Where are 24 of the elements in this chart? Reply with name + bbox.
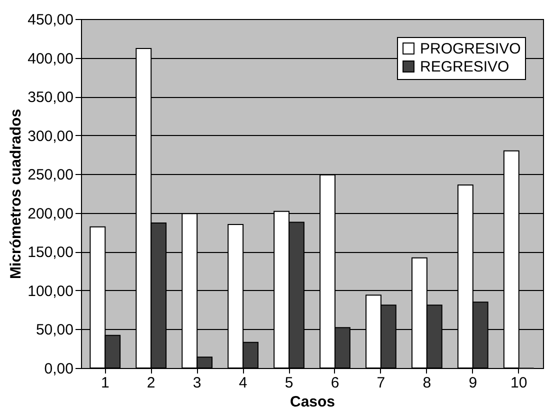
x-tick-label: 3 (192, 374, 202, 392)
y-tick-label: 450,00 (28, 12, 74, 28)
y-tick-label: 400,00 (28, 50, 74, 68)
y-tick-label: 0,00 (44, 360, 74, 378)
y-tick-label: 300,00 (28, 128, 74, 145)
x-tick-label: 10 (510, 374, 528, 392)
x-tick-label: 8 (422, 374, 432, 392)
x-tick-label: 1 (100, 374, 110, 392)
x-tick-label: 9 (468, 374, 478, 392)
y-tick-label: 150,00 (28, 244, 74, 262)
legend-label: REGRESIVO (420, 58, 510, 76)
x-tick-label: 2 (146, 374, 156, 392)
y-tick-label: 50,00 (36, 322, 74, 339)
x-tick-label: 6 (330, 374, 340, 392)
y-axis-title: Micrómetros cuadrados (8, 108, 25, 280)
x-tick-label: 5 (284, 374, 294, 392)
x-axis-title: Casos (290, 394, 336, 410)
y-tick-label: 100,00 (28, 282, 74, 300)
legend-label: PROGRESIVO (420, 40, 521, 58)
y-tick-label: 350,00 (28, 89, 74, 106)
x-tick-label: 7 (376, 374, 386, 392)
y-tick-label: 200,00 (28, 205, 74, 222)
y-tick-label: 250,00 (28, 166, 74, 184)
x-tick-label: 4 (238, 374, 248, 392)
